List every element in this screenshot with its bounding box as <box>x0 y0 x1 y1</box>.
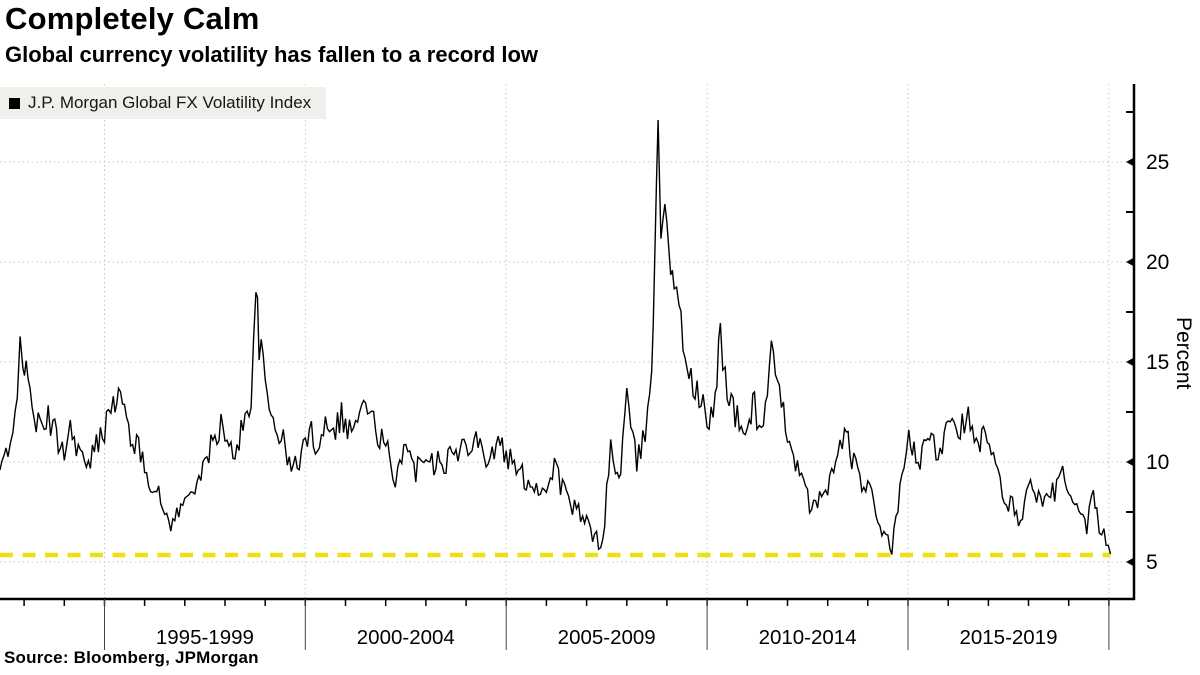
legend-series-label: J.P. Morgan Global FX Volatility Index <box>28 93 312 112</box>
y-tick-label: 15 <box>1146 351 1169 374</box>
chart-subtitle: Global currency volatility has fallen to… <box>5 42 539 67</box>
y-tick-arrow-icon <box>1126 257 1135 267</box>
x-period-label: 1995-1999 <box>156 626 254 649</box>
chart-svg: 5 10 15 20 25 1995-1999 2000-2004 2005-2009 2010… <box>0 84 1169 650</box>
y-tick-label: 5 <box>1146 551 1158 574</box>
y-tick-label: 25 <box>1146 151 1169 174</box>
legend-series-marker-icon <box>9 97 20 109</box>
legend: J.P. Morgan Global FX Volatility Index <box>0 87 327 119</box>
x-period-label: 2000-2004 <box>357 626 455 649</box>
y-tick-label: 20 <box>1146 251 1169 274</box>
chart-title: Completely Calm <box>5 1 260 36</box>
y-tick-arrow-icon <box>1126 557 1135 567</box>
y-axis-title: Percent <box>1172 317 1195 390</box>
x-period-label: 2005-2009 <box>558 626 656 649</box>
x-period-label: 2010-2014 <box>759 626 857 649</box>
y-tick-arrow-icon <box>1126 457 1135 467</box>
fx-volatility-chart: 5 10 15 20 25 1995-1999 2000-2004 2005-2009 2010… <box>0 84 1200 659</box>
fx-volatility-series <box>0 119 1112 555</box>
y-tick-arrow-icon <box>1126 357 1135 367</box>
y-tick-arrow-icon <box>1126 157 1135 167</box>
y-tick-label: 10 <box>1146 451 1169 474</box>
source-note: Source: Bloomberg, JPMorgan <box>4 648 259 667</box>
x-period-label: 2015-2019 <box>959 626 1057 649</box>
